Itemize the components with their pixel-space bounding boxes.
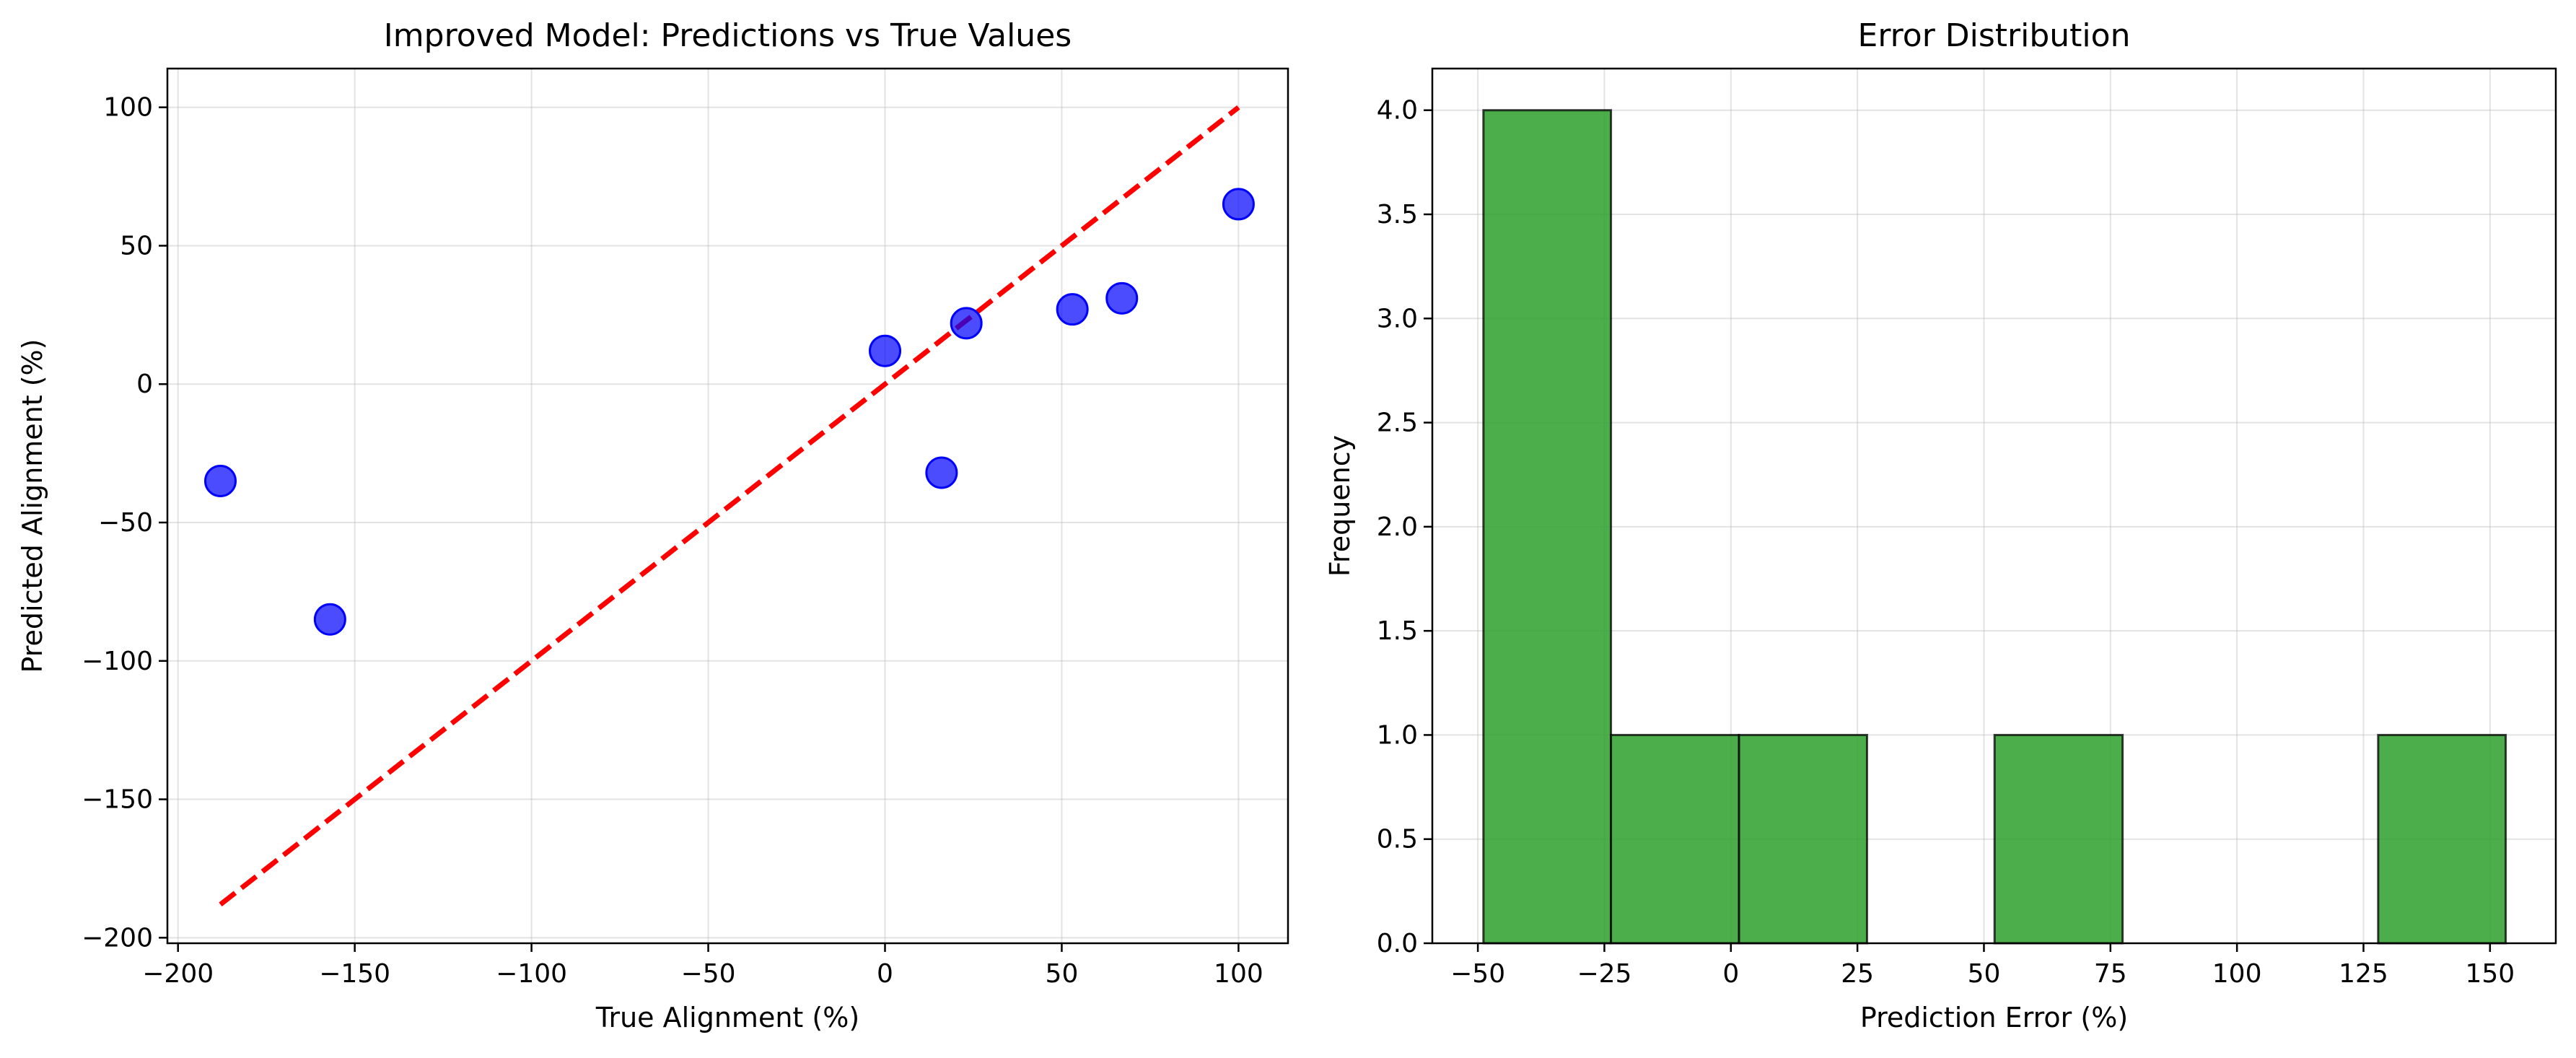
scatter-reference-line-group (219, 105, 1240, 907)
x-tick-label: −150 (319, 959, 390, 989)
histogram-bar (2377, 733, 2507, 945)
x-tick-label: −200 (142, 959, 214, 989)
scatter-y-label: Predicted Alignment (%) (17, 339, 48, 673)
x-tick-label: 100 (2212, 959, 2262, 989)
scatter-x-label: True Alignment (%) (595, 1002, 859, 1033)
x-tick-label: 25 (1841, 959, 1874, 989)
histogram-title: Error Distribution (1858, 17, 2131, 54)
histogram-y-label: Frequency (1324, 435, 1356, 577)
y-tick-label: −150 (82, 785, 153, 815)
histogram-x-label: Prediction Error (%) (1860, 1002, 2128, 1033)
scatter-point (313, 603, 346, 636)
scatter-ticks: −200 −150 −100 −50 0 50 100 −200 −150 −100 −50 0 50 1… (82, 93, 1263, 989)
x-tick-label: −50 (681, 959, 736, 989)
scatter-chart: −200 −150 −100 −50 0 50 100 −200 −150 −100 −50 0 50 1… (17, 17, 1289, 1033)
scatter-point (203, 464, 237, 497)
x-tick-label: 100 (1214, 959, 1263, 989)
y-tick-label: −50 (98, 508, 153, 538)
y-tick-label: −100 (82, 647, 153, 676)
scatter-grid (167, 69, 1288, 943)
y-tick-label: 0.0 (1377, 929, 1418, 958)
histogram-bar (1482, 109, 1613, 945)
x-tick-label: 0 (877, 959, 893, 989)
x-tick-label: 0 (1722, 959, 1739, 989)
histogram-axes-frame (1431, 67, 2557, 945)
scatter-point (950, 307, 983, 340)
x-tick-label: 50 (1968, 959, 2001, 989)
y-tick-label: 2.5 (1377, 408, 1418, 438)
scatter-title: Improved Model: Predictions vs True Valu… (384, 17, 1072, 54)
histogram-bar (1738, 733, 1868, 945)
y-tick-label: 0 (136, 370, 153, 399)
y-tick-label: 4.0 (1377, 96, 1418, 126)
y-tick-label: 1.5 (1377, 616, 1418, 646)
reference-line (219, 105, 1240, 907)
y-tick-label: 3.5 (1377, 200, 1418, 229)
histogram-bars (1482, 109, 2507, 945)
scatter-point (925, 456, 958, 489)
x-tick-label: −100 (496, 959, 567, 989)
x-tick-label: −25 (1577, 959, 1631, 989)
x-tick-label: 50 (1046, 959, 1079, 989)
scatter-axes-frame (166, 67, 1289, 945)
histogram-chart: −50 −25 0 25 50 75 100 125 150 0.0 0.5 1.0 1.5 2.0 2.5… (1324, 17, 2557, 1033)
x-tick-label: 125 (2339, 959, 2388, 989)
scatter-point (1105, 281, 1139, 315)
scatter-point (869, 334, 902, 367)
scatter-point (1056, 293, 1089, 326)
scatter-point (1222, 188, 1255, 221)
y-tick-label: 0.5 (1377, 825, 1418, 854)
y-tick-label: 3.0 (1377, 304, 1418, 333)
x-tick-label: 75 (2094, 959, 2127, 989)
y-tick-label: 1.0 (1377, 720, 1418, 750)
y-tick-label: −200 (82, 923, 153, 953)
y-tick-label: 50 (120, 231, 153, 261)
histogram-ticks: −50 −25 0 25 50 75 100 125 150 0.0 0.5 1.0 1.5 2.0 2.5… (1377, 96, 2515, 989)
histogram-bar (1610, 733, 1740, 945)
scatter-points (203, 188, 1255, 636)
y-tick-label: 2.0 (1377, 512, 1418, 542)
histogram-bar (1993, 733, 2124, 945)
x-tick-label: −50 (1450, 959, 1505, 989)
y-tick-label: 100 (103, 93, 153, 123)
x-tick-label: 150 (2465, 959, 2515, 989)
